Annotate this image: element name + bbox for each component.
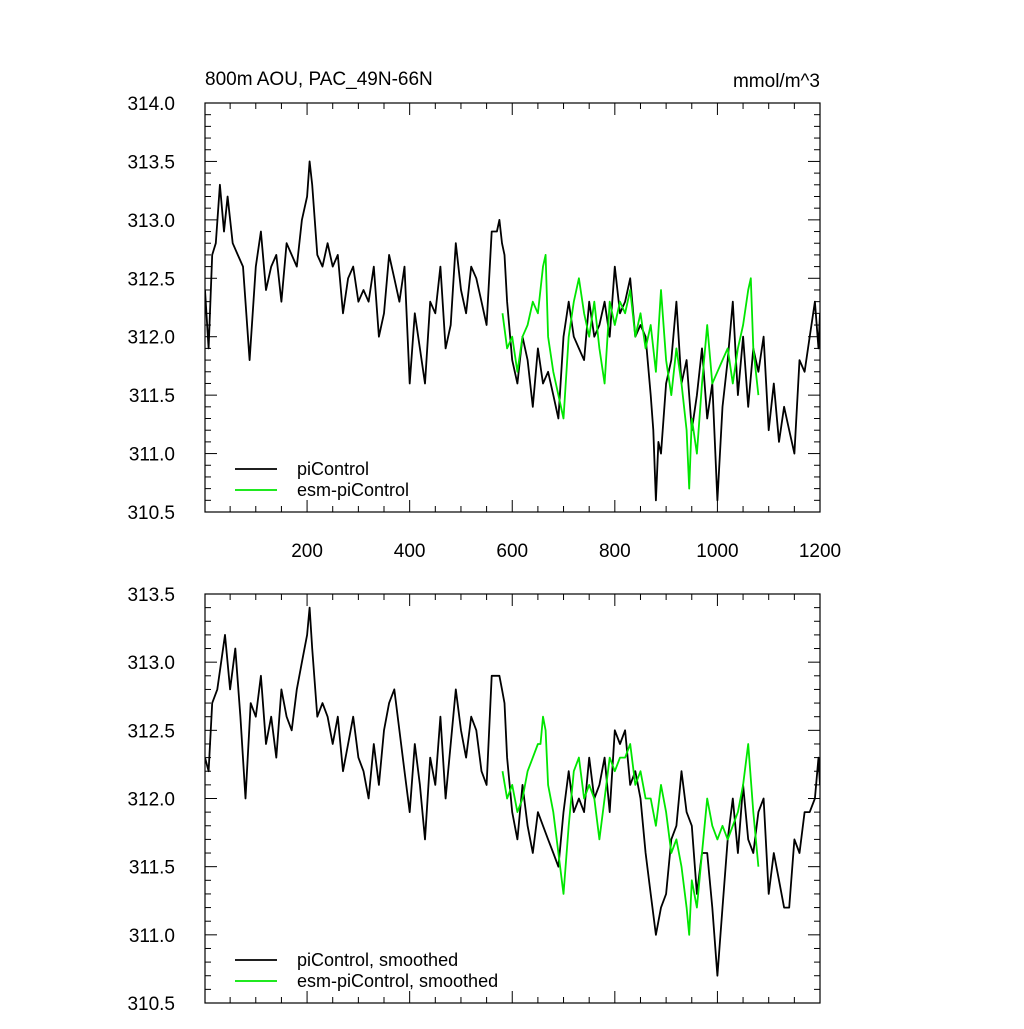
plot-frame: [204, 102, 821, 513]
series-line-esm-picontrol: [501, 253, 760, 490]
chart-title: 800m AOU, PAC_49N-66N: [205, 69, 433, 90]
units-label: mmol/m^3: [733, 71, 820, 92]
y-tick-label: 312.0: [127, 328, 175, 349]
series-line-esm-picontrol: [501, 715, 760, 936]
x-tick-label: 600: [496, 541, 528, 562]
x-tick-label: 800: [599, 541, 631, 562]
x-tick-label: 200: [291, 541, 323, 562]
legend-label: piControl: [297, 459, 369, 479]
plot-frame: [204, 593, 821, 1004]
x-tick-label: 1000: [696, 541, 738, 562]
y-tick-label: 313.0: [127, 211, 175, 232]
top-panel: 200 400 600 800 1000 1200 310.5 311.0 311.5 312.0…: [127, 94, 841, 562]
legend-label: esm-piControl: [297, 480, 409, 500]
legend-label: esm-piControl, smoothed: [297, 971, 498, 991]
y-tick-label: 311.0: [129, 445, 175, 466]
series-line-picontrol: [205, 160, 820, 502]
y-tick-label: 310.5: [127, 503, 175, 524]
y-tick-label: 313.5: [127, 152, 175, 173]
legend-label: piControl, smoothed: [297, 950, 458, 970]
y-tick-label: 314.0: [127, 94, 175, 115]
y-tick-label: 312.5: [127, 721, 175, 742]
y-tick-label: 311.0: [129, 926, 175, 947]
y-tick-label: 310.5: [127, 994, 175, 1015]
y-tick-label: 311.5: [129, 858, 175, 879]
x-tick-label: 1200: [799, 541, 841, 562]
bottom-panel: 310.5 311.0 311.5 312.0 312.5 313.0 313.5 piCon…: [127, 585, 821, 1015]
y-tick-label: 313.0: [127, 653, 175, 674]
y-tick-label: 312.0: [127, 790, 175, 811]
y-tick-label: 312.5: [127, 269, 175, 290]
series-line-picontrol: [205, 606, 820, 977]
y-tick-label: 313.5: [127, 585, 175, 606]
y-tick-label: 311.5: [129, 386, 175, 407]
x-tick-label: 400: [394, 541, 426, 562]
